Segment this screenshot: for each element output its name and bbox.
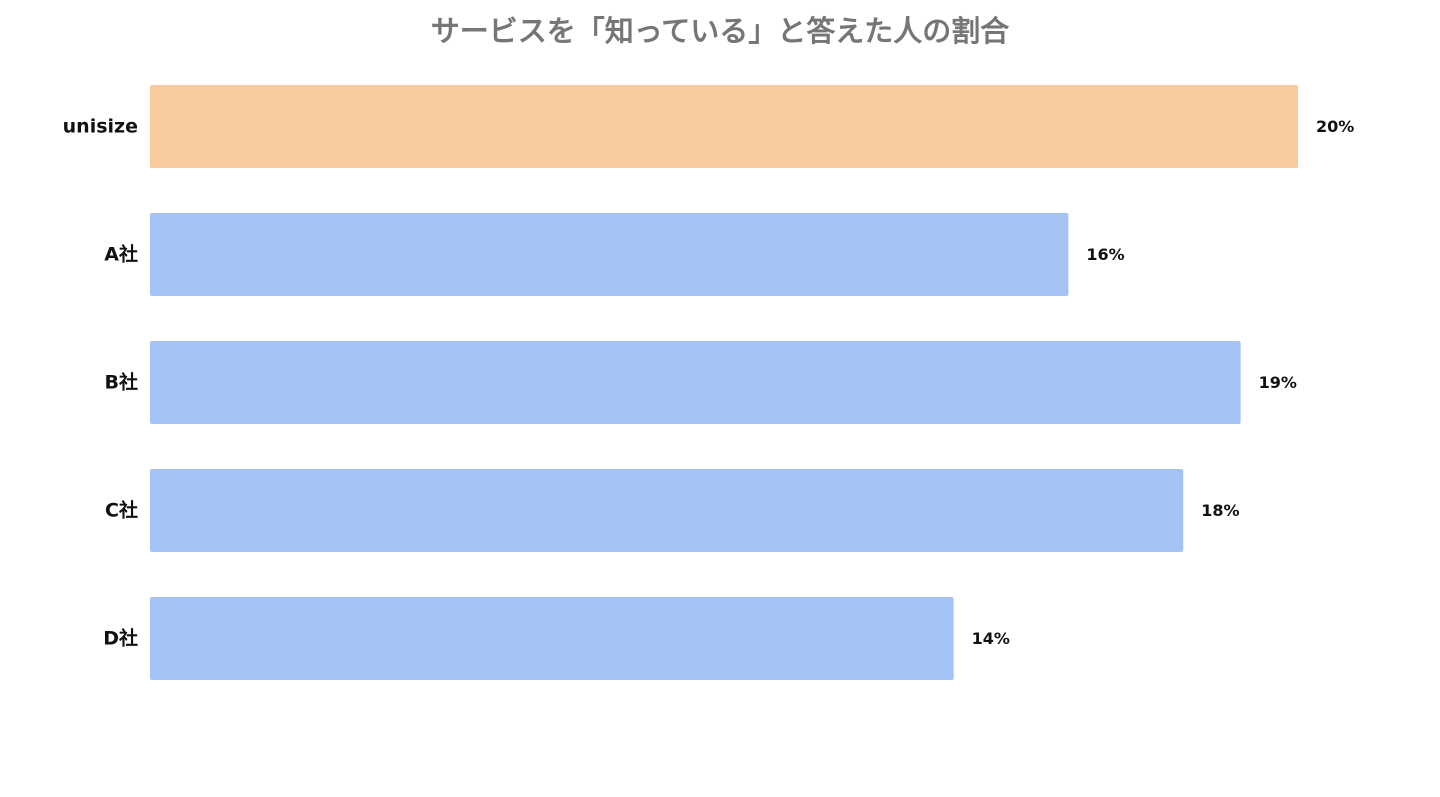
bar-0 [150,85,1298,168]
value-label-3: 18% [1201,501,1239,520]
bar-3 [150,469,1184,552]
bar-2 [150,341,1241,424]
bar-4 [150,597,954,680]
value-label-4: 14% [972,629,1010,648]
bar-1 [150,213,1069,296]
category-label-1: A社 [104,243,138,266]
category-label-3: C社 [105,499,138,522]
category-label-0: unisize [63,116,138,138]
category-label-2: B社 [105,371,138,394]
category-label-4: D社 [103,627,138,650]
value-label-0: 20% [1316,117,1354,136]
value-label-2: 19% [1259,373,1297,392]
chart-title: サービスを「知っている」と答えた人の割合 [430,14,1010,48]
value-label-1: 16% [1086,245,1124,264]
